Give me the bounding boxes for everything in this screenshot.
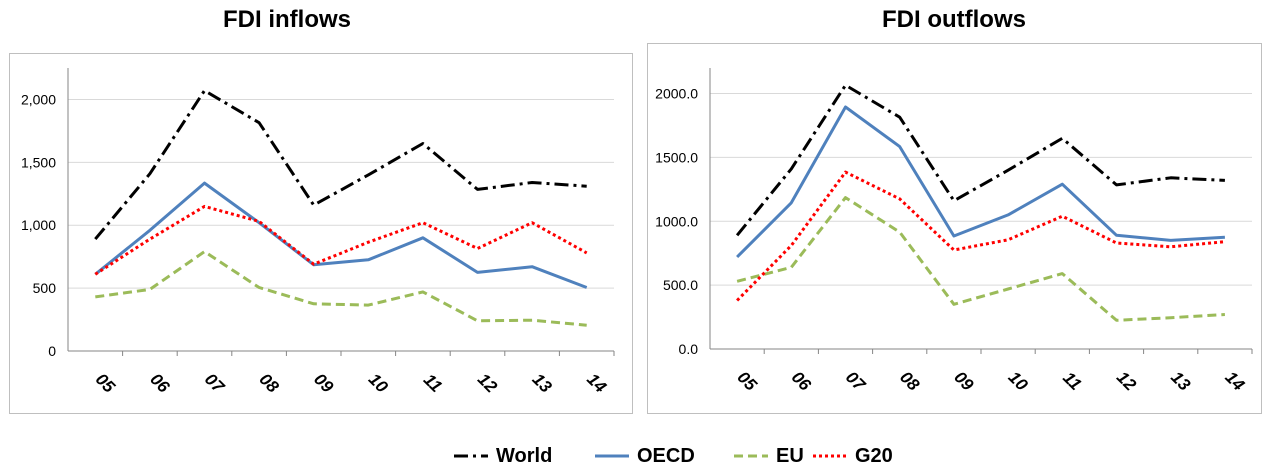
- outflows-x-tick-label: 05: [734, 368, 761, 395]
- legend: World OECD EU G20: [0, 444, 1270, 468]
- inflows-x-tick-label: 08: [256, 370, 283, 397]
- legend-item-oecd: OECD: [593, 444, 695, 468]
- outflows-series-oecd-line: [736, 105, 1225, 259]
- inflows-series-eu-line: [95, 250, 587, 327]
- inflows-series-world-line: [94, 89, 587, 241]
- inflows-x-tick-label: 10: [365, 370, 392, 397]
- outflows-x-tick-label: 10: [1005, 368, 1032, 395]
- inflows-x-tick-label: 13: [529, 370, 556, 397]
- inflows-y-tick-label: 1,500: [21, 154, 56, 170]
- inflows-x-tick-label: 09: [310, 370, 337, 397]
- legend-item-g20: G20: [811, 444, 893, 468]
- legend-swatch-world: [454, 454, 488, 458]
- inflows-x-tick-label: 07: [201, 370, 229, 398]
- outflows-series-world-line: [735, 83, 1225, 237]
- inflows-series-g20-line: [94, 204, 588, 276]
- outflows-series-eu-line: [736, 196, 1225, 322]
- outflows-x-tick-label: 13: [1167, 368, 1194, 395]
- legend-label-oecd: OECD: [637, 444, 695, 467]
- inflows-y-tick-label: 500: [33, 280, 57, 296]
- legend-label-eu: EU: [776, 444, 804, 467]
- outflows-x-tick-label: 07: [842, 368, 870, 396]
- outflows-x-tick-label: 08: [896, 368, 923, 395]
- outflows-y-tick-label: 1500.0: [655, 149, 698, 165]
- inflows-y-tick-label: 0: [48, 343, 56, 359]
- inflows-x-tick-label: 11: [420, 370, 446, 396]
- outflows-y-tick-label: 1000.0: [655, 213, 698, 229]
- inflows-x-tick-label: 05: [92, 370, 119, 397]
- inflows-x-tick-label: 14: [583, 370, 610, 397]
- outflows-y-tick-label: 0.0: [679, 341, 699, 357]
- inflows-y-tick-label: 1,000: [21, 217, 56, 233]
- legend-swatch-oecd: [595, 454, 629, 458]
- legend-item-eu: EU: [732, 444, 804, 468]
- legend-label-g20: G20: [855, 444, 893, 467]
- inflows-x-tick-label: 12: [474, 370, 501, 397]
- outflows-x-tick-label: 09: [950, 368, 977, 395]
- inflows-series-oecd-line: [94, 181, 588, 289]
- outflows-series-g20-line: [736, 170, 1226, 302]
- inflows-x-tick-label: 06: [146, 370, 173, 397]
- legend-swatch-eu: [734, 454, 768, 458]
- legend-item-world: World: [452, 444, 552, 468]
- inflows-y-tick-label: 2,000: [21, 91, 56, 107]
- legend-label-world: World: [496, 444, 553, 467]
- outflows-y-tick-label: 500.0: [663, 277, 698, 293]
- outflows-x-tick-label: 06: [788, 368, 815, 395]
- outflows-x-tick-label: 12: [1113, 368, 1140, 395]
- legend-swatch-g20: [813, 454, 847, 458]
- outflows-chart-frame: [647, 43, 1262, 414]
- outflows-x-tick-label: 11: [1059, 368, 1085, 394]
- outflows-x-tick-label: 14: [1221, 368, 1248, 395]
- inflows-chart-frame: [9, 53, 633, 414]
- inflows-title: FDI inflows: [223, 6, 351, 33]
- outflows-title: FDI outflows: [882, 6, 1026, 33]
- outflows-y-tick-label: 2000.0: [655, 86, 698, 102]
